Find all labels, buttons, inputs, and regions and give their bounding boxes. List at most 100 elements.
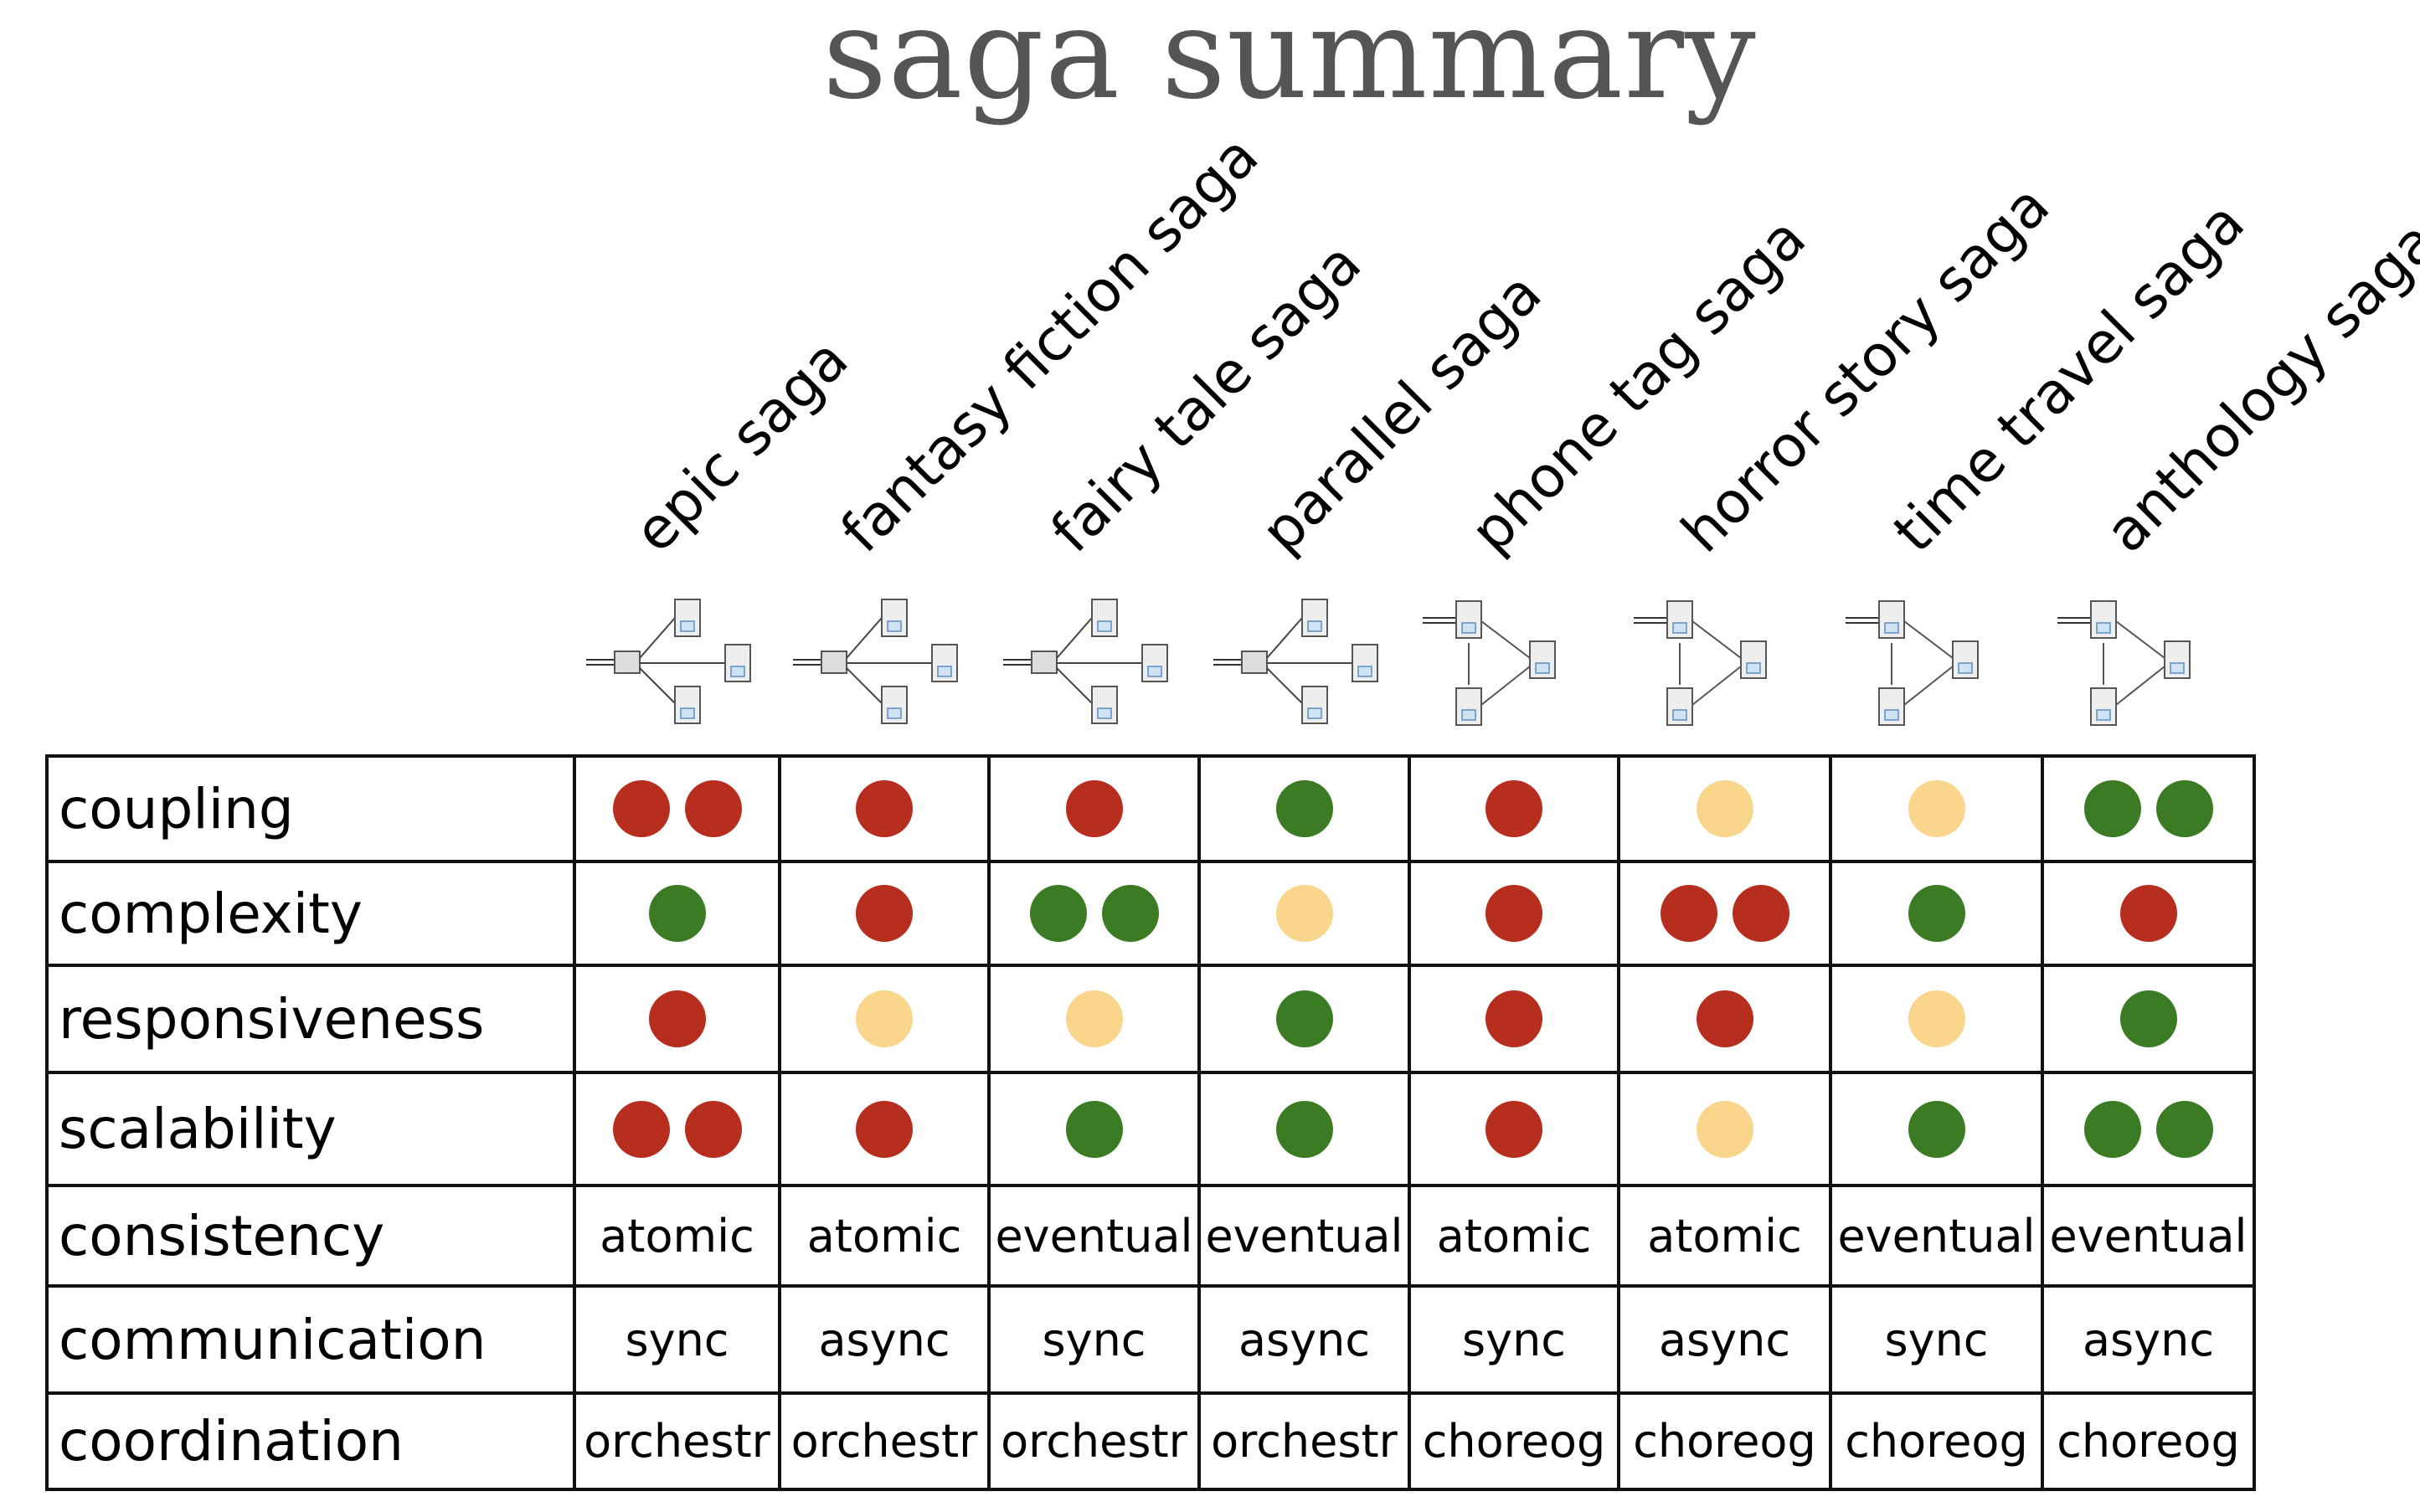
yellow-dot: [1275, 885, 1333, 942]
rating-cell: [2041, 860, 2256, 967]
property-value: eventual: [1829, 1184, 2044, 1288]
green-dot: [648, 885, 706, 942]
rating-cell: [1197, 964, 1411, 1074]
green-dot: [1275, 780, 1333, 837]
rating-cell: [1617, 860, 1832, 967]
rating-cell: [778, 860, 991, 967]
rating-cell: [778, 754, 991, 863]
orchestrator-diagram-icon: [585, 593, 765, 743]
red-dot: [1660, 885, 1717, 942]
row-label: communication: [45, 1284, 576, 1395]
property-value: atomic: [778, 1184, 991, 1288]
property-value: eventual: [1197, 1184, 1411, 1288]
green-dot: [1908, 1100, 1965, 1158]
choreography-diagram-icon: [1845, 593, 2025, 743]
green-dot: [1101, 885, 1159, 942]
column-header: horror story saga: [1669, 172, 2062, 566]
choreography-diagram-icon: [1633, 593, 1813, 743]
rating-cell: [573, 754, 781, 863]
saga-summary-table: coupling complexity responsiveness scalabil…: [45, 754, 2256, 1491]
green-dot: [2083, 780, 2141, 837]
rating-cell: [1197, 1071, 1411, 1187]
rating-cell: [1829, 964, 2044, 1074]
property-value: async: [1617, 1284, 1832, 1395]
property-value: sync: [1829, 1284, 2044, 1395]
red-dot: [684, 1100, 742, 1158]
property-row: communication sync async sync async sync async…: [45, 1284, 2256, 1395]
rating-cell: [1408, 964, 1620, 1074]
property-value: orchestr: [1197, 1391, 1411, 1491]
rating-cell: [1408, 1071, 1620, 1187]
property-value: choreog: [1617, 1391, 1832, 1491]
rating-row: scalability: [45, 1071, 2256, 1187]
green-dot: [2155, 780, 2213, 837]
red-dot: [612, 1100, 670, 1158]
rating-cell: [1829, 1071, 2044, 1187]
red-dot: [648, 990, 706, 1047]
yellow-dot: [1696, 780, 1753, 837]
red-dot: [856, 885, 913, 942]
green-dot: [1275, 990, 1333, 1047]
property-value: async: [1197, 1284, 1411, 1395]
property-value: sync: [1408, 1284, 1620, 1395]
orchestrator-diagram-icon: [793, 593, 972, 743]
red-dot: [1485, 780, 1542, 837]
rating-cell: [987, 964, 1201, 1074]
red-dot: [856, 780, 913, 837]
yellow-dot: [1065, 990, 1123, 1047]
green-dot: [1065, 1100, 1123, 1158]
property-value: atomic: [1617, 1184, 1832, 1288]
rating-cell: [2041, 964, 2256, 1074]
rating-row: responsiveness: [45, 964, 2256, 1074]
property-value: orchestr: [778, 1391, 991, 1491]
page-title: saga summary: [822, 0, 1757, 127]
rating-cell: [1617, 1071, 1832, 1187]
row-label: responsiveness: [45, 964, 576, 1074]
column-header: epic saga: [621, 326, 861, 566]
property-value: sync: [987, 1284, 1201, 1395]
green-dot: [1275, 1100, 1333, 1158]
red-dot: [1485, 990, 1542, 1047]
rating-cell: [1617, 964, 1832, 1074]
rating-cell: [1408, 860, 1620, 967]
rating-row: complexity: [45, 860, 2256, 967]
rating-cell: [1617, 754, 1832, 863]
rating-cell: [778, 964, 991, 1074]
choreography-diagram-icon: [1423, 593, 1602, 743]
rating-cell: [987, 860, 1201, 967]
orchestrator-diagram-icon: [1002, 593, 1182, 743]
rating-cell: [1829, 860, 2044, 967]
red-dot: [1485, 1100, 1542, 1158]
property-value: orchestr: [987, 1391, 1201, 1491]
property-value: eventual: [987, 1184, 1201, 1288]
property-value: atomic: [1408, 1184, 1620, 1288]
red-dot: [1065, 780, 1123, 837]
column-header: fantasy fiction saga: [828, 123, 1272, 566]
rating-cell: [573, 860, 781, 967]
green-dot: [2155, 1100, 2213, 1158]
orchestrator-diagram-icon: [1213, 593, 1393, 743]
red-dot: [612, 780, 670, 837]
row-label: consistency: [45, 1184, 576, 1288]
rating-cell: [573, 1071, 781, 1187]
rating-row: coupling: [45, 754, 2256, 863]
property-value: eventual: [2041, 1184, 2256, 1288]
yellow-dot: [1696, 1100, 1753, 1158]
green-dot: [2119, 990, 2177, 1047]
property-value: sync: [573, 1284, 781, 1395]
rating-cell: [1197, 754, 1411, 863]
rating-cell: [1408, 754, 1620, 863]
row-label: coupling: [45, 754, 576, 863]
red-dot: [684, 780, 742, 837]
rating-cell: [987, 754, 1201, 863]
green-dot: [1029, 885, 1087, 942]
rating-cell: [1197, 860, 1411, 967]
row-label: coordination: [45, 1391, 576, 1491]
red-dot: [2119, 885, 2177, 942]
yellow-dot: [1908, 780, 1965, 837]
property-value: async: [2041, 1284, 2256, 1395]
property-value: atomic: [573, 1184, 781, 1288]
choreography-diagram-icon: [2057, 593, 2237, 743]
rating-cell: [1829, 754, 2044, 863]
red-dot: [856, 1100, 913, 1158]
